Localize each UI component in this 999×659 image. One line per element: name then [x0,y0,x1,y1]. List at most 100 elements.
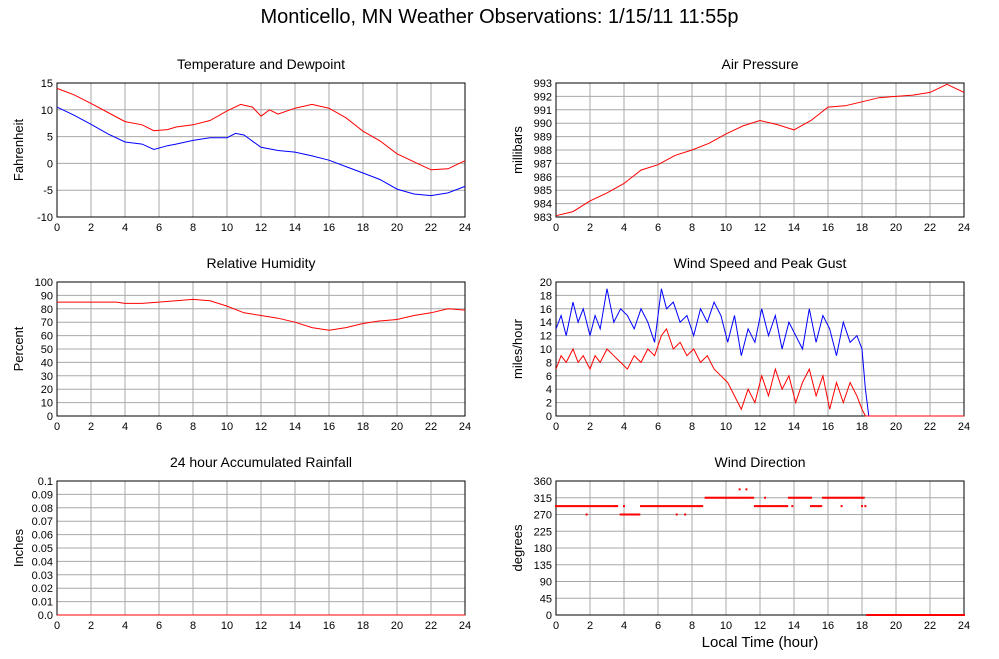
humidity-y-tick-label: 100 [35,277,53,289]
direction-data-point [641,505,644,508]
direction-data-point [616,505,619,508]
humidity-y-tick-label: 0 [47,411,53,423]
temp-x-tick-label: 0 [54,222,60,234]
direction-y-tick-label: 45 [540,593,552,605]
direction-data-point [667,505,670,508]
direction-data-point [742,496,744,499]
temp-y-tick-label: 15 [41,78,53,90]
humidity-y-tick-label: 40 [41,357,53,369]
rain-y-tick-label: 0.02 [32,583,53,595]
humidity-x-tick-label: 12 [255,421,267,433]
direction-data-point [764,496,767,499]
direction-data-point [563,505,566,508]
pressure-x-tick-label: 22 [924,222,936,234]
temp-x-tick-label: 18 [357,222,369,234]
humidity-x-tick-label: 16 [323,421,335,433]
direction-data-point [762,505,765,508]
direction-data-point [835,496,838,499]
temp-x-tick-label: 22 [425,222,437,234]
rain-y-tick-label: 0.03 [32,570,53,582]
direction-y-tick-label: 135 [534,560,552,572]
direction-data-point [784,505,787,508]
humidity-y-tick-label: 80 [41,304,53,316]
temp-x-tick-label: 14 [289,222,301,234]
direction-data-point [728,496,731,499]
temp-plot-border [56,82,466,218]
direction-data-point [555,505,557,508]
rain-y-axis-label: Inches [11,528,26,567]
direction-data-point [648,505,651,508]
direction-data-point [716,496,719,499]
direction-data-point [767,505,770,508]
direction-data-point [838,496,841,499]
humidity-x-tick-label: 10 [221,421,233,433]
direction-data-point [782,505,785,508]
direction-data-point [684,505,687,508]
direction-data-point [723,496,726,499]
direction-data-point [735,496,738,499]
direction-data-point [738,496,741,499]
pressure-chart-title: Air Pressure [721,56,798,72]
humidity-x-tick-label: 0 [54,421,60,433]
direction-x-tick-label: 0 [553,620,559,632]
direction-data-point [796,496,799,499]
temp-x-tick-label: 4 [122,222,128,234]
direction-y-tick-label: 315 [534,493,552,505]
direction-data-point [607,505,610,508]
direction-data-point [725,496,727,499]
direction-data-point [577,505,580,508]
direction-data-point [823,496,826,499]
direction-data-point [840,496,843,499]
rain-y-tick-label: 0.09 [32,489,53,501]
temp-y-tick-label: -5 [43,185,53,197]
direction-data-point [787,496,790,499]
direction-data-point [760,505,763,508]
direction-data-point [589,505,591,508]
wind-y-tick-label: 12 [540,331,552,343]
pressure-x-tick-label: 0 [553,222,559,234]
direction-data-point [568,505,571,508]
direction-data-point [677,505,680,508]
pressure-x-tick-label: 2 [587,222,593,234]
wind-y-tick-label: 10 [540,344,552,356]
rain-x-tick-label: 4 [122,620,128,632]
direction-data-point [759,505,761,508]
humidity-y-tick-label: 30 [41,371,53,383]
direction-data-point [779,505,782,508]
humidity-y-tick-label: 20 [41,384,53,396]
direction-data-point [684,513,687,516]
direction-data-point [619,513,622,516]
direction-data-point [855,496,858,499]
wind-y-tick-label: 20 [540,277,552,289]
direction-data-point [672,505,675,508]
direction-data-point [781,505,784,508]
wind-y-tick-label: 16 [540,304,552,316]
direction-data-point [786,505,789,508]
direction-y-tick-label: 270 [534,510,552,522]
humidity-x-tick-label: 24 [459,421,471,433]
direction-data-point [861,496,863,499]
direction-data-point [837,496,840,499]
temp-y-tick-label: -10 [37,212,53,224]
wind-y-tick-label: 18 [540,290,552,302]
direction-data-point [691,505,693,508]
pressure-y-tick-label: 984 [534,199,552,211]
direction-data-point [585,505,588,508]
temp-x-tick-label: 8 [190,222,196,234]
direction-data-point [842,496,845,499]
humidity-x-tick-label: 6 [156,421,162,433]
temp-chart-title: Temperature and Dewpoint [177,56,345,72]
pressure-y-tick-label: 990 [534,118,552,130]
temp-x-tick-label: 2 [88,222,94,234]
pressure-y-tick-label: 987 [534,158,552,170]
direction-data-point [658,505,661,508]
direction-data-point [733,496,736,499]
wind-series-0-line [555,288,964,417]
direction-data-point [804,496,807,499]
wind-x-tick-label: 20 [890,421,902,433]
direction-data-point [689,505,692,508]
direction-data-point [854,496,857,499]
direction-data-point [806,496,809,499]
wind-y-tick-label: 6 [546,371,552,383]
direction-data-point [757,505,760,508]
